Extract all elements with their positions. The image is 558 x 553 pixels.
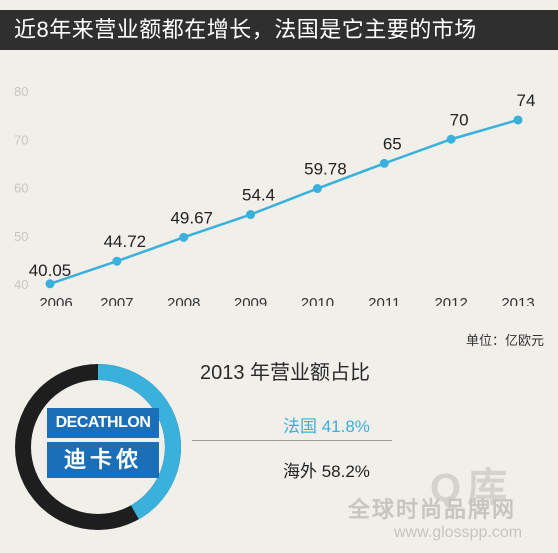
data-points: [45, 115, 523, 289]
data-label: 44.72: [104, 232, 147, 251]
header-title: 近8年来营业额都在增长，法国是它主要的市场: [0, 10, 558, 50]
y-tick-label: 40: [14, 277, 28, 292]
y-axis-ticks: 40 50 60 70 80: [14, 84, 28, 292]
donut-france-arc: [15, 364, 181, 530]
watermark-url: www.glosspp.com: [394, 524, 523, 541]
data-point: [179, 232, 189, 242]
logo-text-en: DECATHLON: [47, 408, 159, 438]
data-point: [112, 256, 122, 266]
share-france-label: 法国 41.8%: [283, 417, 370, 436]
data-label: 65: [383, 134, 402, 153]
x-tick-label: 2010: [301, 295, 334, 306]
data-point: [45, 279, 55, 289]
data-label: 49.67: [170, 208, 213, 227]
y-tick-label: 60: [14, 181, 28, 196]
x-tick-label: 2008: [167, 295, 200, 306]
share-divider: [192, 440, 392, 441]
y-tick-label: 80: [14, 84, 28, 99]
decathlon-logo: DECATHLON 迪卡侬: [47, 408, 159, 480]
data-point: [312, 184, 322, 194]
share-overseas-label: 海外 58.2%: [283, 462, 370, 481]
data-point: [246, 210, 256, 220]
x-tick-label: 2012: [434, 295, 467, 306]
y-tick-label: 70: [14, 132, 28, 147]
x-tick-label: 2013: [501, 295, 534, 306]
data-label: 74: [517, 91, 536, 110]
share-title: 2013 年营业额占比: [200, 362, 371, 384]
data-label: 59.78: [304, 160, 347, 179]
share-donut: [15, 364, 181, 530]
series-line: [49, 118, 519, 285]
data-label: 70: [450, 110, 469, 129]
watermark-text: 全球时尚品牌网: [348, 497, 517, 522]
watermark-block: Q库: [430, 466, 514, 510]
x-tick-label: 2007: [100, 295, 133, 306]
data-labels: 40.05 44.72 49.67 54.4 59.78 65 70 74: [29, 91, 536, 280]
x-tick-label: 2011: [368, 295, 400, 306]
x-axis-ticks: 2006 2007 2008 2009 2010 2011 2012 2013: [39, 295, 534, 306]
logo-text-cn: 迪卡侬: [47, 442, 159, 478]
data-point: [446, 134, 456, 144]
y-tick-label: 50: [14, 229, 28, 244]
x-tick-label: 2009: [234, 295, 267, 306]
data-label: 40.05: [29, 261, 72, 280]
data-point: [513, 115, 523, 125]
data-point: [379, 158, 389, 168]
unit-label: 单位：亿欧元: [465, 333, 544, 348]
x-tick-label: 2006: [39, 295, 72, 306]
data-label: 54.4: [242, 186, 275, 205]
